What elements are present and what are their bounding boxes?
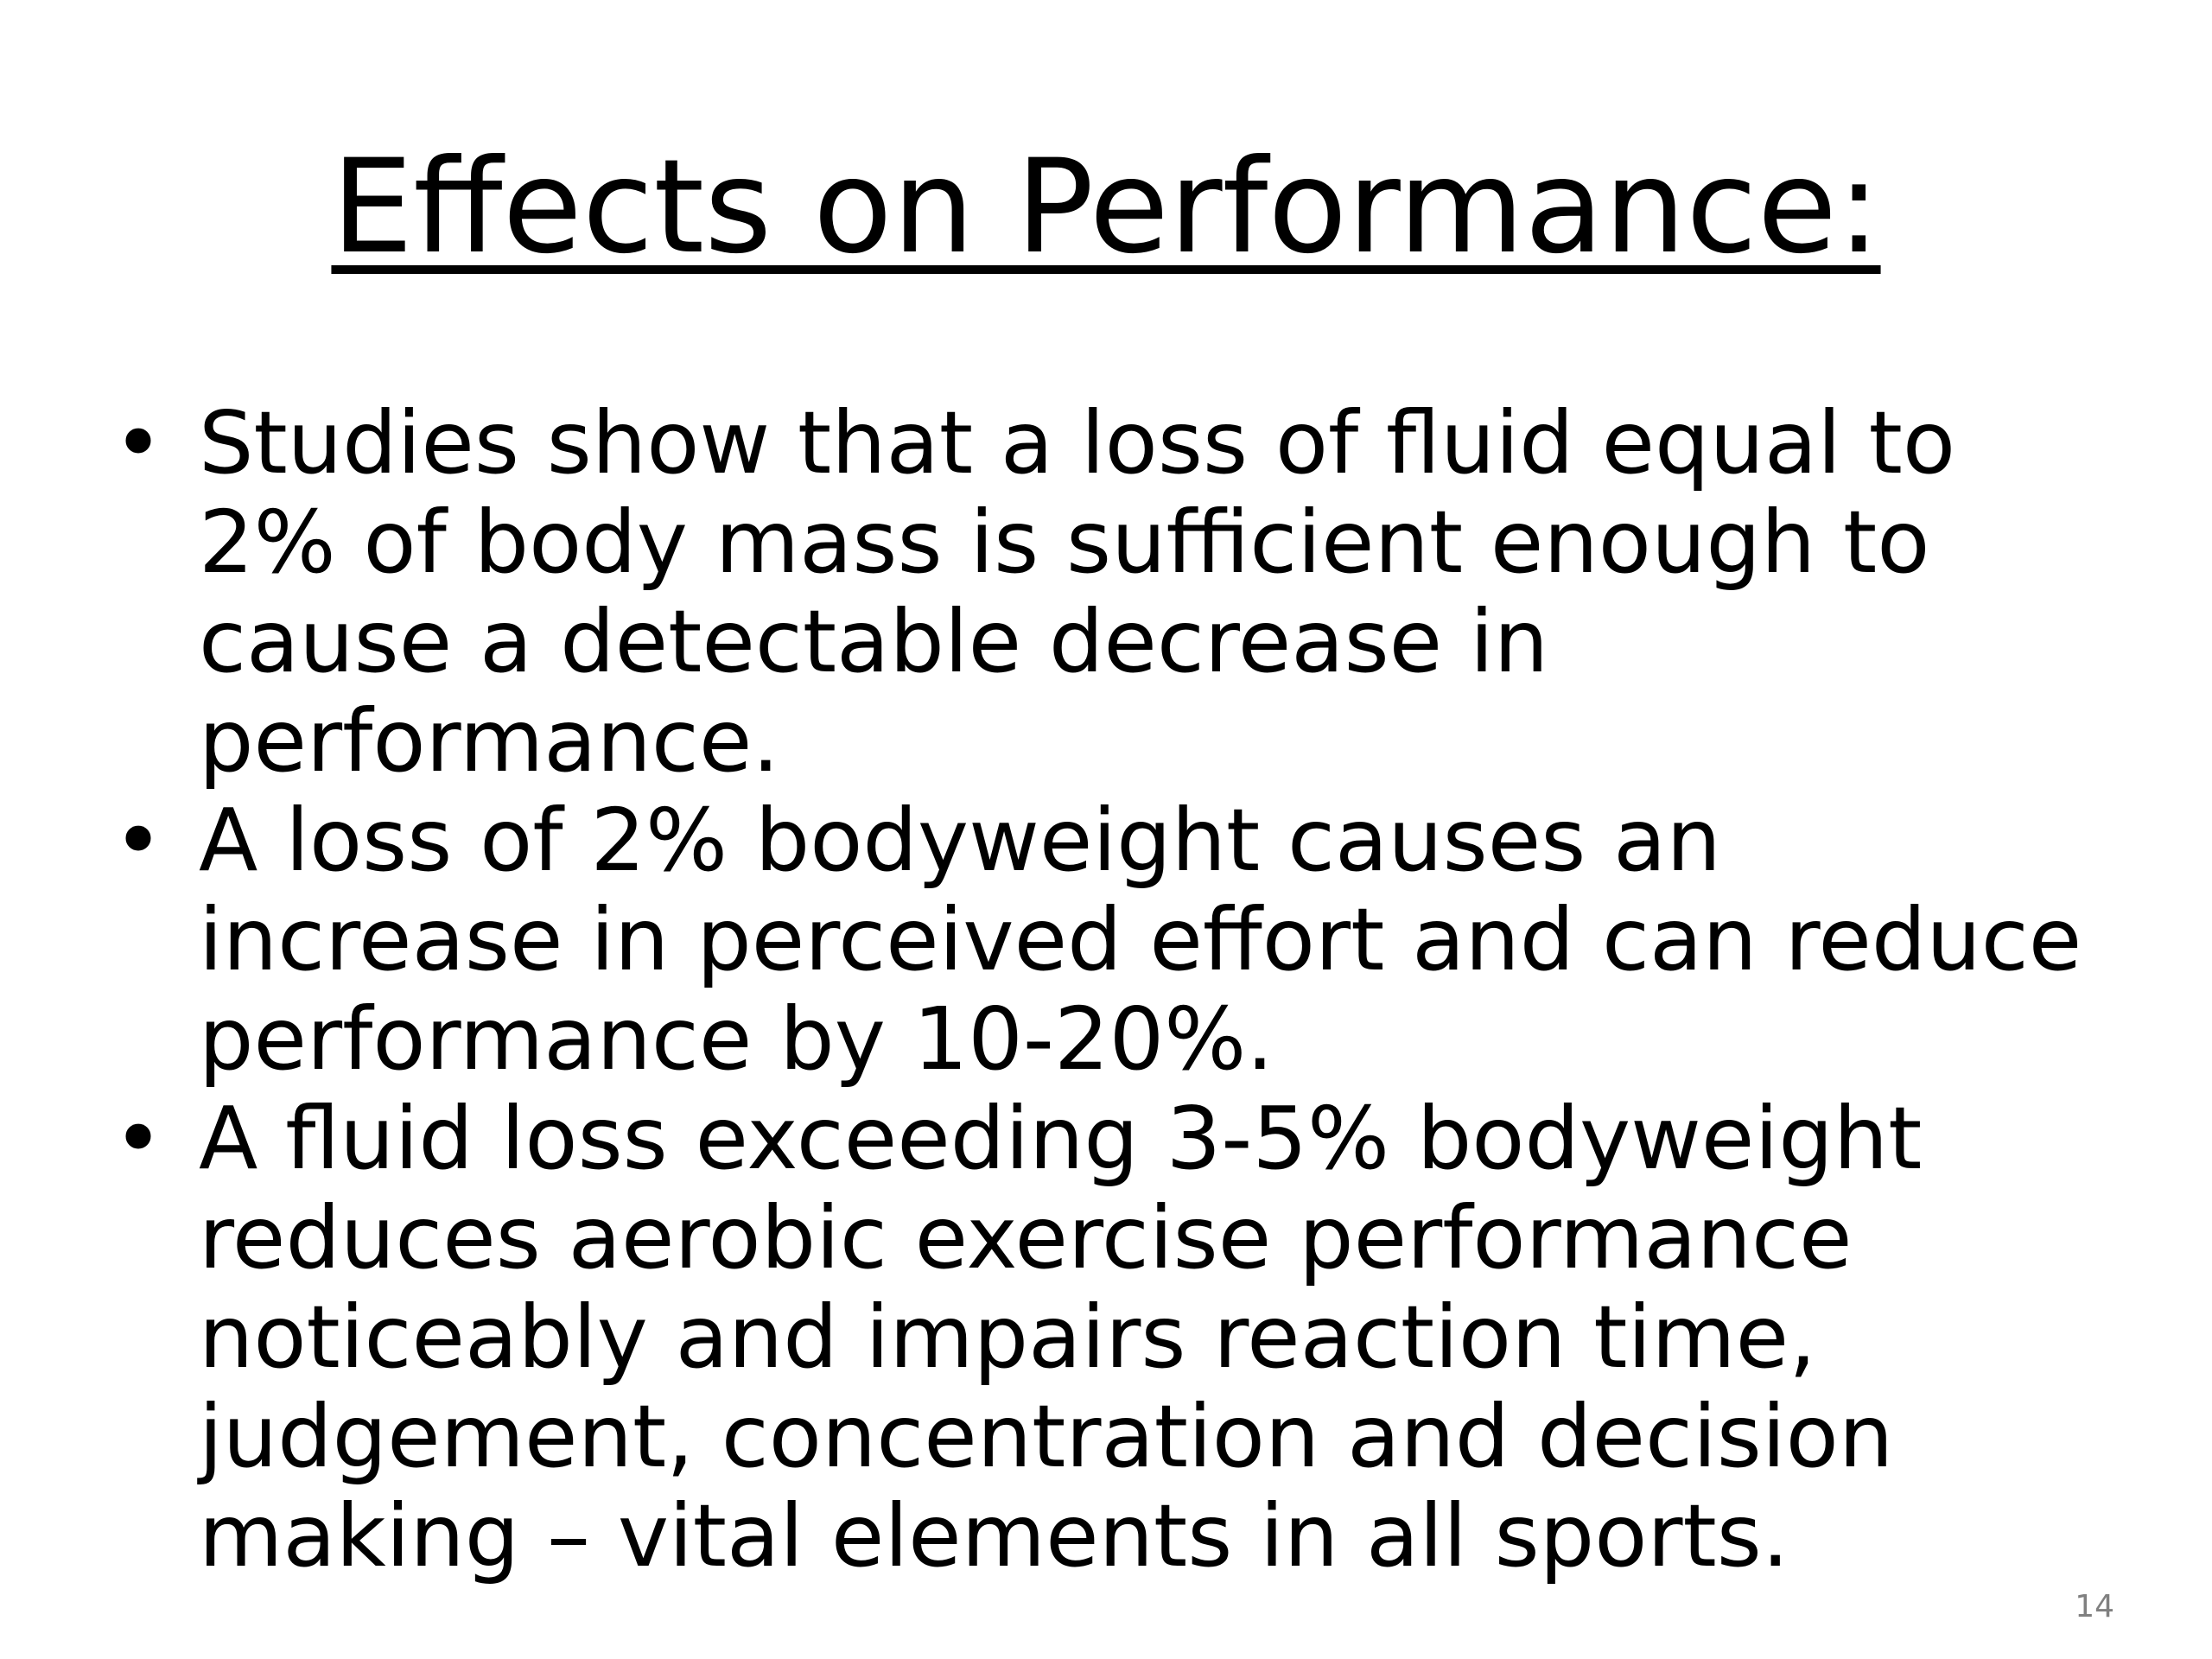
bullet-text-3: A fluid loss exceeding 3-5% bodyweight r…: [199, 1088, 1923, 1586]
bullet-text-2: A loss of 2% bodyweight causes an increa…: [199, 790, 2082, 1090]
bullet-list: • Studies show that a loss of fluid equa…: [112, 393, 2100, 1586]
bullet-item-1: • Studies show that a loss of fluid equa…: [112, 393, 2100, 791]
bullet-icon: •: [112, 790, 164, 891]
slide-title-text: Effects on Performance:: [331, 132, 1881, 283]
bullet-icon: •: [112, 392, 164, 493]
bullet-text-1: Studies show that a loss of fluid equal …: [199, 392, 1956, 791]
bullet-item-2: • A loss of 2% bodyweight causes an incr…: [112, 791, 2100, 1089]
slide-title: Effects on Performance:: [0, 130, 2212, 285]
page-number: 14: [2075, 1589, 2114, 1624]
bullet-icon: •: [112, 1088, 164, 1189]
bullet-item-3: • A fluid loss exceeding 3-5% bodyweight…: [112, 1089, 2100, 1586]
